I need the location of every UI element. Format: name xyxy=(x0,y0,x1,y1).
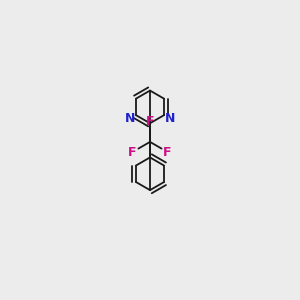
Text: N: N xyxy=(165,112,175,125)
Text: F: F xyxy=(128,146,137,159)
Text: F: F xyxy=(163,146,172,159)
Text: N: N xyxy=(125,112,135,125)
Text: F: F xyxy=(146,115,154,128)
